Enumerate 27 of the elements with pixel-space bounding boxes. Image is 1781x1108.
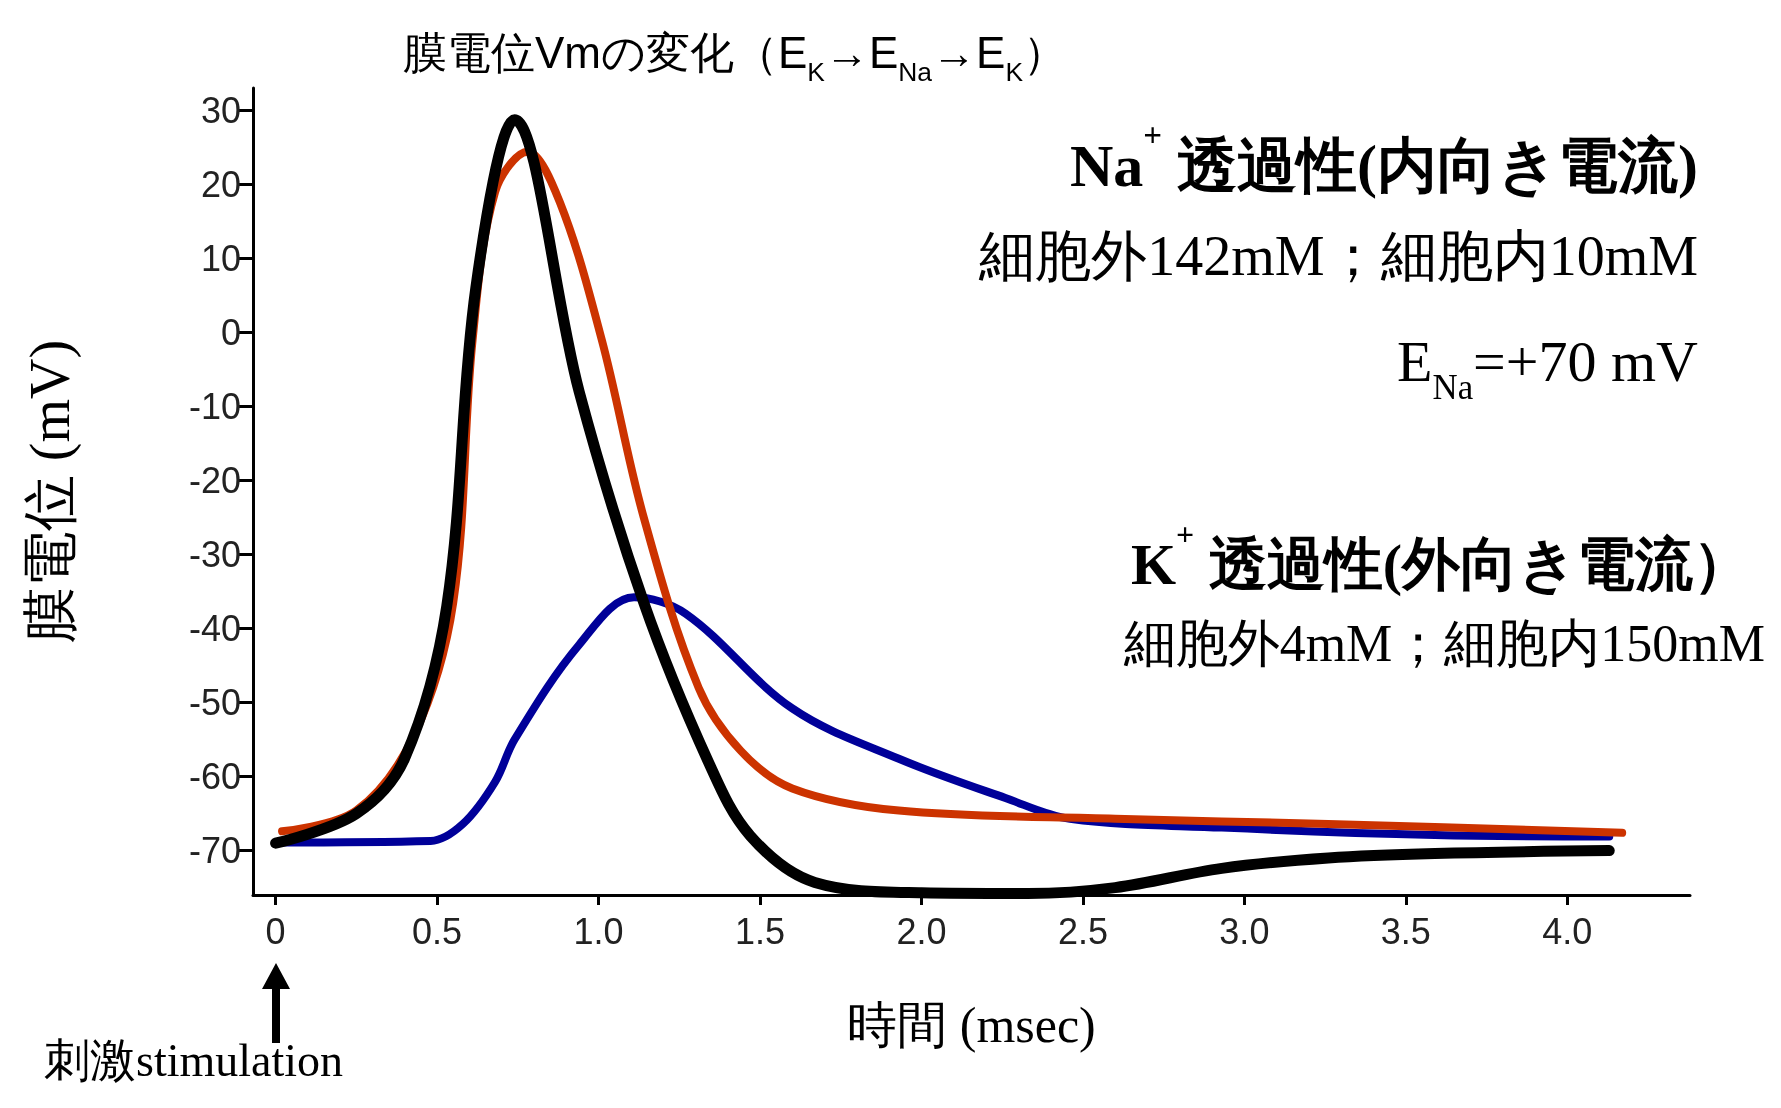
y-tick-label: 10 — [200, 237, 241, 279]
y-tick-label: -60 — [188, 756, 241, 798]
y-tick-label: -10 — [188, 385, 241, 427]
y-tick-label: 0 — [220, 311, 241, 353]
annotation: Na+ 透過性(内向き電流) — [1069, 116, 1699, 199]
x-tick-label: 3.0 — [1219, 910, 1270, 952]
annotation: 細胞外142mM；細胞内10mM — [978, 225, 1698, 287]
y-tick-label: -30 — [188, 533, 241, 575]
annotation: K+ 透過性(外向き電流） — [1130, 516, 1752, 597]
x-tick-label: 2.5 — [1057, 910, 1108, 952]
y-tick-label: 20 — [200, 163, 241, 205]
x-tick-label: 3.5 — [1380, 910, 1431, 952]
x-tick-label: 2.0 — [896, 910, 947, 952]
y-tick-label: 30 — [200, 89, 241, 131]
x-axis-title: 時間 (msec) — [847, 997, 1096, 1053]
y-tick-label: -40 — [188, 607, 241, 649]
text: 刺激stimulation — [44, 1035, 343, 1087]
y-tick-label: -20 — [188, 459, 241, 501]
y-tick-label: -50 — [188, 682, 241, 723]
y-tick-label: -70 — [188, 830, 241, 872]
x-tick-label: 4.0 — [1542, 910, 1593, 952]
x-tick-label: 1.0 — [573, 910, 624, 952]
x-tick-label: 0.5 — [412, 910, 463, 952]
x-tick-label: 1.5 — [734, 910, 786, 952]
y-axis-title: 膜電位 (mV) — [19, 339, 82, 644]
x-tick-label: 0 — [265, 910, 286, 952]
annotation: 細胞外4mM；細胞内150mM — [1122, 615, 1766, 673]
